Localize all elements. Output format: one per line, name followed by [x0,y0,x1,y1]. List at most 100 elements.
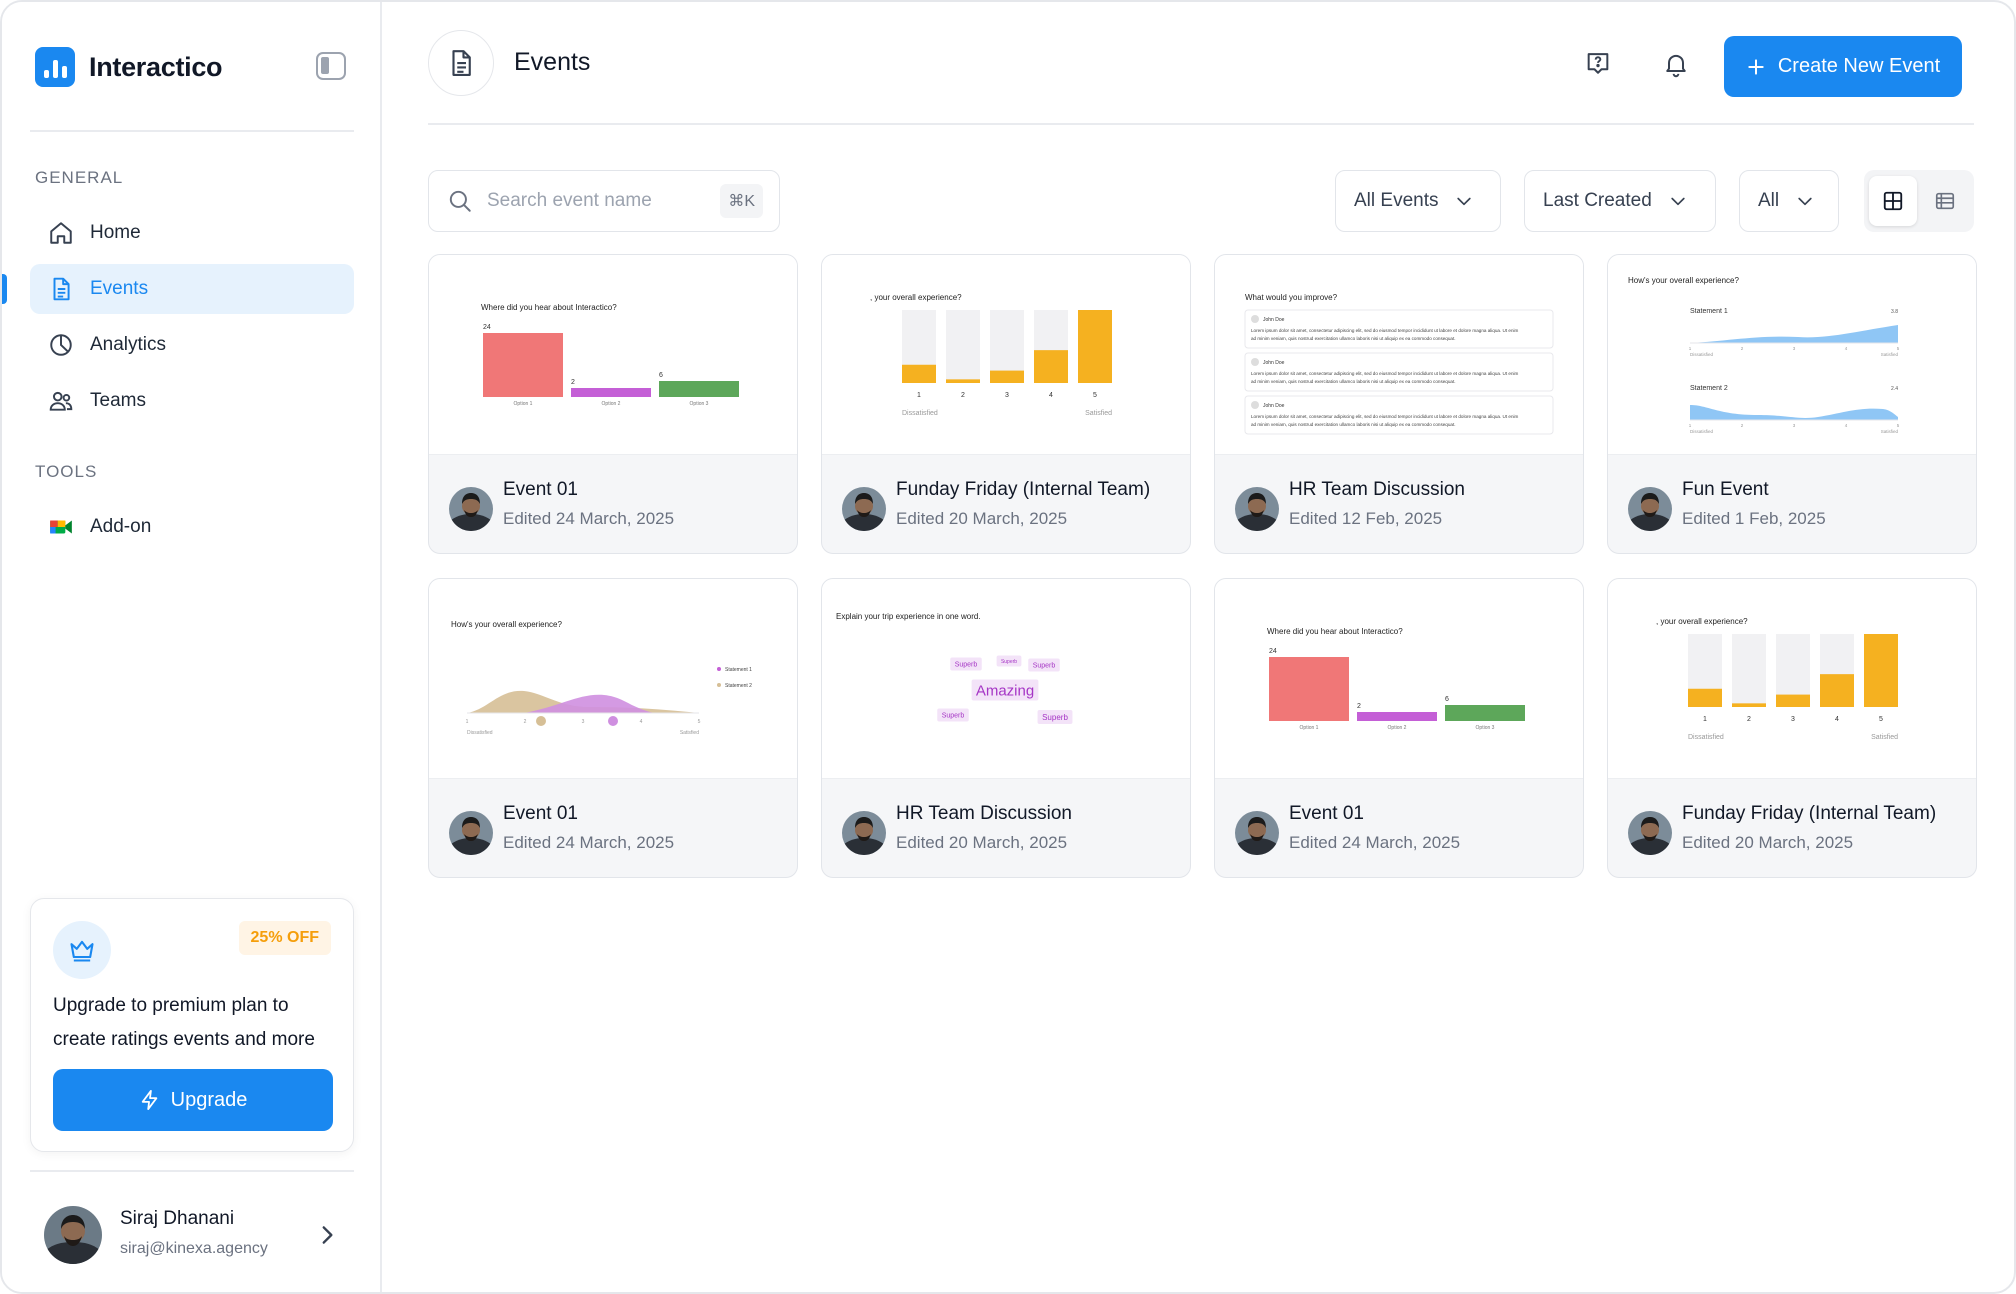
axis-tick: 5 [1897,346,1900,351]
active-indicator [2,274,7,304]
area-series [1690,405,1898,420]
chevron-down-icon [1798,197,1812,206]
avatar [1235,811,1279,855]
home-icon [50,222,72,244]
event-card[interactable]: Where did you hear about Interactico? 24 O… [428,254,798,554]
event-card[interactable]: Explain your trip experience in one word… [821,578,1191,878]
chevron-right-icon[interactable] [314,1222,340,1248]
chart-bar [1445,705,1525,721]
event-date: Edited 24 March, 2025 [503,833,675,852]
scale-low: Dissatisfied [1690,429,1714,434]
bar-value: 6 [1445,696,1449,703]
event-card[interactable]: How's your overall experience? Statement … [1607,254,1977,554]
event-card[interactable]: What would you improve? John Doe Lorem ips… [1214,254,1584,554]
event-preview: Where did you hear about Interactico? 24 O… [1215,579,1583,779]
scale-high: Satisfied [1881,352,1899,357]
grid-view-icon[interactable] [1869,176,1917,226]
rating-tick: 1 [917,392,921,399]
sidebar-item-add-on[interactable]: Add-on [30,502,354,552]
chart-bar [571,388,651,397]
event-card[interactable]: Where did you hear about Interactico? 24 O… [1214,578,1584,878]
google-meet-icon [50,520,72,534]
preview-question: Where did you hear about Interactico? [1267,627,1403,636]
axis-tick: 2 [524,719,527,725]
list-view-icon[interactable] [1921,176,1969,226]
status-dropdown[interactable]: All [1739,170,1839,232]
sort-dropdown[interactable]: Last Created [1524,170,1716,232]
create-event-button[interactable]: Create New Event [1724,36,1962,97]
axis-tick: 3 [582,719,585,725]
rating-tick: 1 [1703,716,1707,723]
axis-tick: 5 [1897,423,1900,428]
rating-bar [990,370,1024,383]
event-card[interactable]: , your overall experience? 1 2 3 4 5 Dissatisf… [821,254,1191,554]
bell-icon[interactable] [1660,48,1692,80]
event-title: Funday Friday (Internal Team) [1682,803,1937,824]
sidebar-item-teams[interactable]: Teams [30,376,354,426]
help-icon[interactable] [1582,48,1614,80]
response-text: ad minim veniam, quis nostrud exercitati… [1251,422,1456,427]
legend-item: Statement 2 [725,683,752,689]
bar-category: Option 3 [690,401,709,407]
rating-tick: 2 [1747,716,1751,723]
event-title: Fun Event [1682,479,1769,500]
upgrade-button[interactable]: Upgrade [53,1069,333,1131]
axis-tick: 3 [1793,346,1796,351]
avatar [842,487,886,531]
bar-value: 24 [483,324,491,331]
rating-track [1732,634,1766,707]
event-date: Edited 12 Feb, 2025 [1289,509,1443,528]
dropdown-value: Last Created [1543,190,1652,211]
statement-label: Statement 2 [1690,385,1728,392]
avatar [449,811,493,855]
sidebar-item-label: Analytics [90,334,167,355]
avatar [44,1206,102,1264]
sidebar-item-label: Teams [90,390,146,411]
avatar [1235,487,1279,531]
sidebar-item-home[interactable]: Home [30,208,354,258]
main-content: Events Create New Event Search event nam… [382,2,2014,1292]
promo-text: Upgrade to premium plan to create rating… [53,995,315,1050]
sidebar-item-events[interactable]: Events [30,264,354,314]
axis-tick: 5 [698,719,701,725]
rating-bar [1732,703,1766,707]
event-type-dropdown[interactable]: All Events [1335,170,1501,232]
event-card[interactable]: How's your overall experience? 1 2 3 4 5 Dissa… [428,578,798,878]
statement-value: 3.8 [1891,309,1898,315]
event-title: Event 01 [503,479,578,500]
scale-low: Dissatisfied [902,410,938,417]
brand[interactable]: Interactico [35,46,223,88]
sidebar-collapse-icon[interactable] [316,52,346,80]
chevron-down-icon [1457,197,1472,206]
event-title: Event 01 [1289,803,1364,824]
scale-low: Dissatisfied [467,730,493,736]
word-cloud-word: Superb [1033,662,1056,669]
document-icon [53,277,70,301]
legend-item: Statement 1 [725,667,752,673]
chart-bar [659,381,739,397]
axis-tick: 4 [1845,346,1848,351]
discount-badge: 25% OFF [238,921,331,955]
axis-tick: 4 [640,719,643,725]
event-card[interactable]: , your overall experience? 1 2 3 4 5 Dissatisf… [1607,578,1977,878]
create-event-label: Create New Event [1777,55,1941,77]
user-name: Siraj Dhanani [120,1208,235,1229]
event-date: Edited 20 March, 2025 [896,833,1068,852]
scale-low: Dissatisfied [1690,352,1714,357]
response-text: Lorem ipsum dolor sit amet, consectetur … [1251,328,1519,333]
rating-bar [1864,634,1898,707]
preview-question: What would you improve? [1245,293,1338,302]
rating-tick: 3 [1791,716,1795,723]
area-series [1690,325,1898,343]
chart-bar [1357,712,1437,721]
event-date: Edited 20 March, 2025 [896,509,1068,528]
sidebar-item-analytics[interactable]: Analytics [30,320,354,370]
word-cloud-word: Superb [955,661,978,668]
statement-value: 2.4 [1891,386,1898,392]
upgrade-button-label: Upgrade [170,1088,248,1111]
search-input[interactable]: Search event name ⌘K [428,170,780,232]
axis-tick: 2 [1741,423,1744,428]
user-profile[interactable]: Siraj Dhanani siraj@kinexa.agency [30,1172,354,1292]
chart-bar [1269,657,1349,721]
